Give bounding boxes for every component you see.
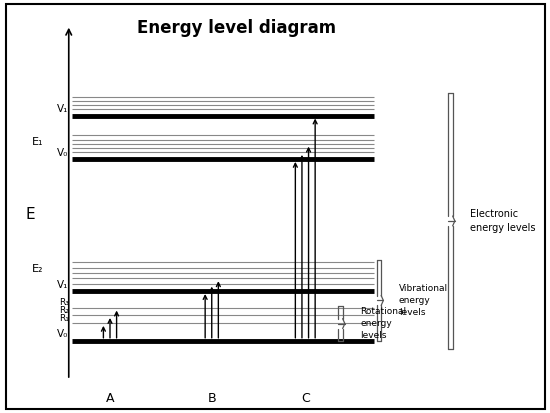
- Text: E₁: E₁: [32, 138, 43, 147]
- Text: Energy level diagram: Energy level diagram: [137, 19, 336, 37]
- Text: V₀: V₀: [57, 330, 69, 339]
- Text: E₂: E₂: [32, 264, 43, 274]
- Text: B: B: [207, 392, 216, 404]
- Text: C: C: [301, 392, 310, 404]
- Text: E: E: [25, 207, 35, 222]
- Text: R₃: R₃: [59, 298, 69, 307]
- Text: A: A: [106, 392, 114, 404]
- Text: Electronic
energy levels: Electronic energy levels: [470, 209, 536, 233]
- Text: V₀: V₀: [57, 148, 69, 158]
- Text: V₁: V₁: [57, 104, 69, 114]
- Text: R₂: R₂: [59, 306, 69, 315]
- Text: Rotational
energy
levels: Rotational energy levels: [360, 307, 406, 340]
- Text: Vibrational
energy
levels: Vibrational energy levels: [399, 284, 448, 317]
- Text: R₁: R₁: [59, 313, 69, 323]
- Text: V₁: V₁: [57, 280, 69, 290]
